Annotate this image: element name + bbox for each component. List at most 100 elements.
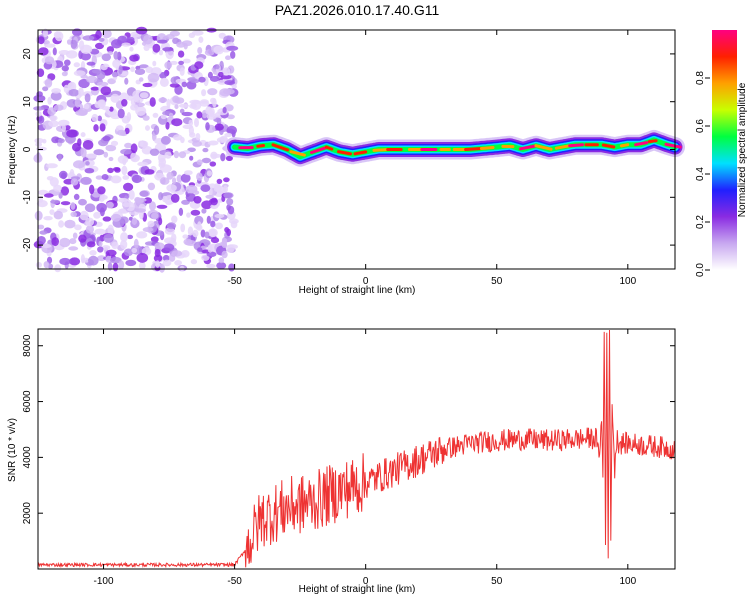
noise-blob xyxy=(110,93,120,103)
noise-blob xyxy=(102,135,111,142)
y-tick-label: 20 xyxy=(22,48,33,60)
noise-blob xyxy=(223,177,230,183)
y-tick-label: 10 xyxy=(22,96,33,108)
noise-blob xyxy=(189,132,196,138)
noise-blob xyxy=(113,51,119,60)
noise-blob xyxy=(224,227,230,233)
noise-blob xyxy=(130,66,135,73)
noise-blob xyxy=(197,247,203,252)
noise-blob xyxy=(33,106,45,111)
noise-blob xyxy=(70,178,79,186)
noise-blob xyxy=(134,68,146,75)
noise-blob xyxy=(142,115,150,121)
noise-blob xyxy=(223,185,228,193)
noise-blob xyxy=(112,262,119,272)
noise-blob xyxy=(204,231,210,239)
noise-blob xyxy=(49,209,55,216)
noise-blob xyxy=(58,119,70,126)
noise-blob xyxy=(80,52,91,61)
ridge-hotspot xyxy=(479,146,495,150)
noise-blob xyxy=(82,140,94,150)
noise-blob xyxy=(164,151,172,159)
noise-blob xyxy=(226,204,231,211)
noise-blob xyxy=(143,197,152,204)
noise-blob xyxy=(93,211,101,219)
noise-blob xyxy=(124,77,129,85)
noise-blob xyxy=(139,64,149,69)
noise-blob xyxy=(149,148,160,156)
noise-blob xyxy=(93,149,105,156)
colorbar-tick-label: 0.0 xyxy=(695,263,706,277)
noise-blob xyxy=(220,75,232,80)
noise-blob xyxy=(194,117,199,128)
noise-blob xyxy=(222,67,231,76)
noise-blob xyxy=(163,243,175,252)
noise-blob xyxy=(194,61,204,69)
noise-blob xyxy=(47,107,57,116)
spectrogram-ridge xyxy=(224,129,685,167)
noise-blob xyxy=(230,220,238,229)
noise-blob xyxy=(128,189,135,200)
noise-blob xyxy=(78,234,87,243)
x-tick-label: 100 xyxy=(619,276,636,287)
noise-blob xyxy=(147,220,155,228)
noise-blob xyxy=(43,193,54,198)
noise-blob xyxy=(210,204,219,210)
spectrogram-y-ticks: -20 -10 0 10 20 xyxy=(22,48,675,252)
noise-blob xyxy=(150,236,159,243)
noise-blob xyxy=(88,255,99,266)
noise-blob xyxy=(153,125,160,135)
figure-title: PAZ1.2026.010.17.40.G11 xyxy=(275,2,440,18)
noise-blob xyxy=(121,42,131,47)
noise-blob xyxy=(222,88,235,95)
noise-blob xyxy=(82,35,95,41)
noise-blob xyxy=(50,91,62,101)
noise-blob xyxy=(64,219,76,229)
noise-blob xyxy=(118,65,123,75)
noise-blob xyxy=(46,163,58,169)
ridge-hotspot xyxy=(634,141,649,147)
noise-blob xyxy=(37,36,45,45)
spectrogram-x-ticks: -100 -50 0 50 100 xyxy=(94,30,637,287)
noise-blob xyxy=(166,98,171,109)
noise-blob xyxy=(210,153,222,158)
noise-blob xyxy=(70,202,76,210)
noise-blob xyxy=(73,62,81,68)
noise-blob xyxy=(178,151,187,159)
noise-blob xyxy=(196,111,203,119)
noise-blob xyxy=(101,245,111,250)
noise-blob xyxy=(196,172,203,181)
noise-blob xyxy=(171,118,183,127)
noise-blob xyxy=(47,96,52,105)
noise-blob xyxy=(122,175,130,180)
noise-blob xyxy=(176,174,183,183)
spectrogram-y-axis-label: Frequency (Hz) xyxy=(7,116,18,185)
noise-blob xyxy=(37,224,45,230)
noise-blob xyxy=(201,200,213,210)
noise-blob xyxy=(134,208,147,213)
noise-blob xyxy=(102,216,112,222)
noise-blob xyxy=(73,193,80,200)
noise-blob xyxy=(121,165,128,176)
noise-blob xyxy=(165,49,174,60)
noise-blob xyxy=(119,208,127,214)
noise-blob xyxy=(122,202,131,208)
noise-blob xyxy=(79,210,89,221)
noise-blob xyxy=(101,174,109,180)
noise-blob xyxy=(141,145,153,155)
noise-blob xyxy=(100,86,112,96)
noise-blob xyxy=(180,223,186,233)
noise-blob xyxy=(73,70,86,77)
noise-blob xyxy=(226,198,234,206)
noise-blob xyxy=(192,140,203,147)
ridge-hotspot xyxy=(353,150,368,156)
colorbar-tick-label: 0.8 xyxy=(695,71,706,85)
noise-blob xyxy=(204,49,215,56)
noise-blob xyxy=(207,244,213,253)
noise-blob xyxy=(44,56,55,65)
noise-blob xyxy=(166,171,174,180)
noise-blob xyxy=(158,217,163,226)
noise-blob xyxy=(219,135,228,143)
noise-blob xyxy=(105,249,117,257)
noise-blob xyxy=(190,259,198,265)
